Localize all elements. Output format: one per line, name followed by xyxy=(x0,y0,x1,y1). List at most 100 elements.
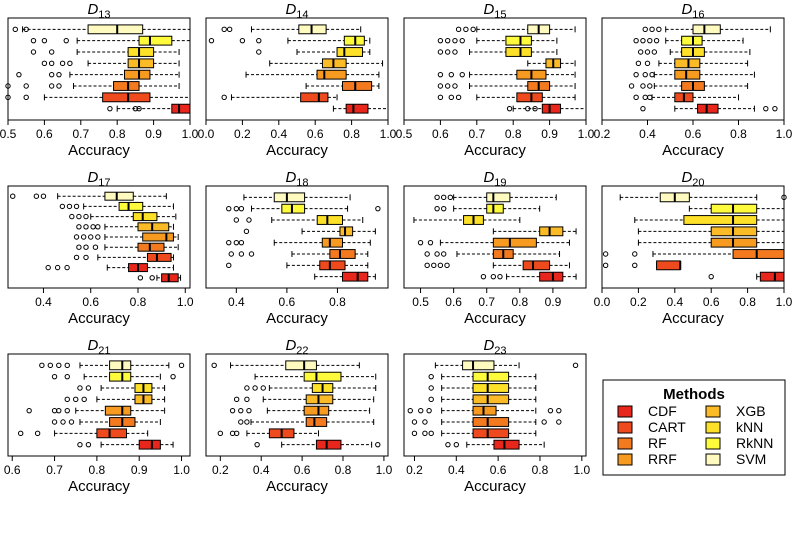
x-tick-label: 0.4 xyxy=(35,295,52,309)
box-rrf xyxy=(407,405,562,416)
x-tick-label: 1.0 xyxy=(182,127,199,141)
box-body xyxy=(342,271,369,282)
outlier-point xyxy=(252,385,258,391)
outlier-point xyxy=(60,419,66,425)
outlier-point xyxy=(434,205,440,212)
box-knn xyxy=(244,383,377,393)
outlier-point xyxy=(238,419,244,425)
x-axis-label: Accuracy xyxy=(464,478,526,495)
outlier-point xyxy=(532,105,538,112)
box-rf xyxy=(437,81,576,91)
x-tick-label: 1.0 xyxy=(776,127,793,141)
legend-swatch-rf xyxy=(617,437,633,450)
box-body xyxy=(273,192,306,203)
panel-title-subscript: 19 xyxy=(494,177,506,189)
legend-swatch-xgb xyxy=(705,405,721,418)
box-body xyxy=(516,92,543,103)
x-tick-label: 0.6 xyxy=(490,463,507,477)
box-body xyxy=(305,417,328,427)
box-rknn xyxy=(633,35,744,46)
box-cart xyxy=(602,260,682,271)
outlier-point xyxy=(256,49,262,55)
box-body xyxy=(336,47,364,57)
box-xgb xyxy=(428,394,537,405)
box-cart xyxy=(226,260,369,271)
outlier-point xyxy=(77,385,83,391)
panel-D13: D13 0.5 0.6 0.7 0.8 0.9 1.0 Accuracy xyxy=(0,1,199,159)
x-tick-label: 0.8 xyxy=(730,127,747,141)
box-knn xyxy=(437,47,558,57)
box-svm xyxy=(434,360,579,371)
x-tick-label: 0.0 xyxy=(594,295,611,309)
box-cdf xyxy=(137,273,182,283)
outlier-point xyxy=(708,273,714,280)
box-svm xyxy=(39,360,185,371)
outlier-point xyxy=(556,407,562,414)
panel-title-subscript: 20 xyxy=(692,177,704,189)
box-body xyxy=(319,260,346,271)
outlier-point xyxy=(375,205,381,212)
outlier-point xyxy=(644,49,651,55)
panel-title-subscript: 13 xyxy=(98,9,110,21)
legend-swatch-rknn xyxy=(705,437,721,450)
x-tick-label: 0.7 xyxy=(72,127,89,141)
outlier-point xyxy=(441,251,447,257)
panel-title-main: D xyxy=(483,169,494,186)
outlier-point xyxy=(602,262,609,269)
outlier-point xyxy=(23,83,29,89)
box-body xyxy=(505,35,532,46)
outlier-point xyxy=(772,105,778,112)
outlier-point xyxy=(23,26,29,33)
box-rf xyxy=(305,81,380,91)
outlier-point xyxy=(54,264,61,271)
box-body xyxy=(138,439,161,450)
outlier-point xyxy=(229,407,236,414)
outlier-point xyxy=(640,83,646,89)
outlier-point xyxy=(107,105,113,112)
box-knn xyxy=(634,215,785,225)
box-body xyxy=(692,24,721,35)
outlier-point xyxy=(427,239,434,246)
outlier-point xyxy=(525,105,531,112)
outlier-point xyxy=(434,194,440,201)
outlier-point xyxy=(444,262,450,269)
box-cdf xyxy=(254,439,381,450)
x-axis-label: Accuracy xyxy=(662,310,724,327)
box-body xyxy=(329,249,356,259)
panel-title: D16 xyxy=(681,1,704,21)
x-tick-label: 1.0 xyxy=(578,127,595,141)
box-rknn xyxy=(437,35,558,46)
outlier-point xyxy=(470,26,476,33)
outlier-point xyxy=(64,264,70,271)
outlier-point xyxy=(17,430,24,437)
box-cdf xyxy=(332,103,389,114)
outlier-point xyxy=(56,83,62,89)
outlier-point xyxy=(226,205,232,212)
x-axis-label: Accuracy xyxy=(68,310,130,327)
outlier-point xyxy=(647,94,653,101)
x-tick-label: 0.6 xyxy=(294,463,311,477)
outlier-point xyxy=(85,441,92,448)
x-tick-label: 0.2 xyxy=(630,295,647,309)
outlier-point xyxy=(640,105,646,112)
outlier-point xyxy=(647,37,653,44)
x-axis-label: Accuracy xyxy=(266,478,328,495)
box-body xyxy=(541,103,562,114)
panel-D19: D19 0.5 0.6 0.7 0.8 0.9 Accuracy xyxy=(403,169,587,327)
box-body xyxy=(656,260,681,271)
outlier-point xyxy=(244,396,250,403)
legend-swatch-cart xyxy=(617,421,633,434)
box-body xyxy=(539,271,564,282)
box-knn xyxy=(428,383,537,393)
x-tick-label: 0.6 xyxy=(279,295,296,309)
x-tick-label: 0.5 xyxy=(0,127,17,141)
box-rknn xyxy=(51,371,176,382)
box-rknn xyxy=(226,203,381,214)
box-body xyxy=(316,69,347,80)
outlier-point xyxy=(64,373,70,380)
outlier-point xyxy=(246,407,252,414)
outlier-point xyxy=(238,239,245,246)
outlier-point xyxy=(632,262,638,269)
outlier-point xyxy=(260,385,266,391)
panel-title-main: D xyxy=(87,1,98,18)
